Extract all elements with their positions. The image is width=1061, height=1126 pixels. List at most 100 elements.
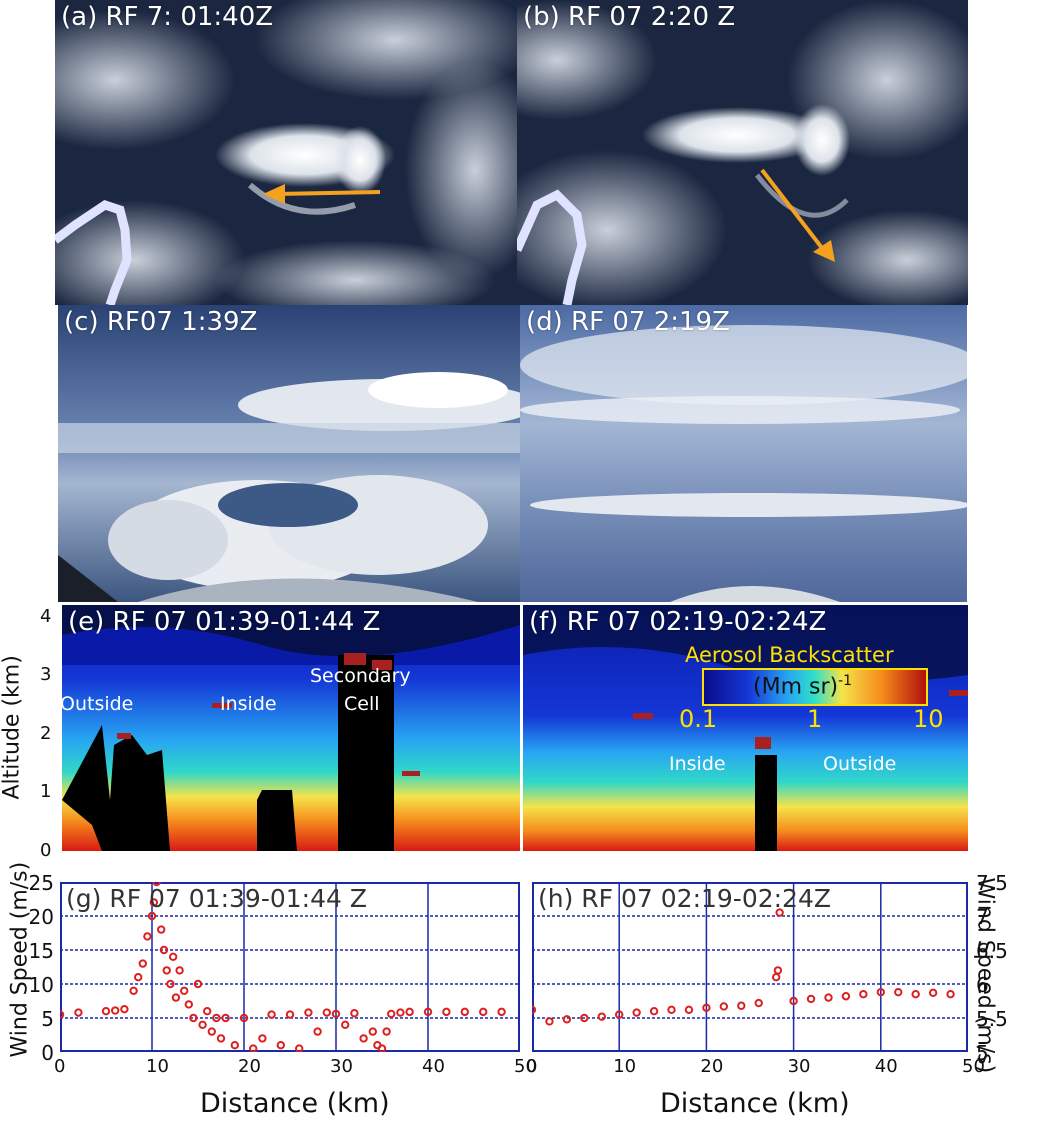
xtick-label: 40: [874, 1056, 898, 1077]
data-point: [193, 979, 203, 989]
data-point: [295, 1044, 304, 1052]
data-point: [667, 1005, 676, 1015]
data-point: [841, 992, 851, 1001]
xtick-label: 10: [146, 1056, 169, 1077]
arrow-icon: [813, 240, 835, 262]
ytick-label: 20: [28, 905, 54, 929]
xtick-label: 30: [330, 1056, 353, 1077]
panel-g-plot: [60, 882, 520, 1052]
heatmap-ytick: 1: [40, 781, 52, 803]
xtick-label: 20: [700, 1056, 724, 1077]
heatmap-ytick: 0: [40, 840, 52, 861]
panel-b-satellite-image: (b) RF 07 2:20 Z: [517, 0, 968, 305]
plot-frame: [60, 882, 520, 1052]
data-point: [341, 1020, 350, 1030]
data-point: [382, 1027, 391, 1036]
data-point: [460, 1007, 469, 1017]
panel-e-plot: [62, 605, 520, 851]
data-point: [180, 986, 189, 996]
data-point: [267, 1010, 276, 1019]
data-point: [111, 1006, 120, 1015]
panel-c-label: (c) RF07 1:39Z: [64, 307, 258, 337]
data-point: [806, 994, 816, 1004]
data-point: [876, 987, 885, 997]
data-point: [532, 1005, 537, 1015]
data-point: [754, 998, 763, 1008]
panel-d-photo: (d) RF 07 2:19Z: [520, 305, 967, 602]
panel-g-xlabel: Distance (km): [200, 1088, 390, 1119]
data-point: [162, 966, 171, 975]
colorbar: [702, 668, 928, 706]
colorbar-unit-text: (Mm sr): [753, 674, 839, 700]
data-point: [442, 1007, 451, 1017]
data-point: [322, 1008, 331, 1017]
data-point: [387, 1009, 396, 1019]
data-point: [203, 1007, 212, 1016]
panel-c-photo: (c) RF07 1:39Z: [58, 305, 520, 602]
ytick-label: 0: [41, 1041, 54, 1065]
data-point: [230, 1041, 240, 1050]
xtick-label: 50: [514, 1056, 537, 1077]
data-point: [258, 1034, 267, 1043]
panel-e-ylabel: Altitude (km): [0, 655, 25, 800]
data-point: [859, 990, 868, 999]
data-point: [894, 987, 903, 997]
arrow-icon: [263, 184, 285, 204]
panel-e-outside-label: Outside: [62, 693, 134, 715]
data-point: [911, 990, 920, 999]
data-point: [350, 1009, 359, 1018]
data-point: [775, 908, 784, 917]
data-point: [129, 986, 138, 996]
data-point: [147, 911, 157, 921]
colorbar-tick-0: 0.1: [679, 705, 718, 733]
data-point: [175, 966, 184, 975]
data-point: [396, 1008, 405, 1017]
plot-frame: [532, 882, 968, 1052]
data-point: [239, 1013, 249, 1023]
data-point: [359, 1034, 368, 1043]
data-point: [824, 993, 833, 1002]
xtick-label: 30: [787, 1056, 811, 1077]
data-point: [684, 1005, 694, 1015]
data-point: [149, 898, 159, 907]
xtick-label: 20: [238, 1056, 261, 1077]
panel-g-label: (g) RF 07 01:39-01:44 Z: [66, 884, 367, 913]
panel-h-label: (h) RF 07 02:19-02:24Z: [538, 884, 831, 913]
panel-e-label: (e) RF 07 01:39-01:44 Z: [68, 607, 381, 637]
panel-b-image: [517, 0, 968, 305]
panel-f-inside-label: Inside: [669, 753, 726, 775]
ytick-label: 15: [28, 939, 54, 963]
ytick-label: 5: [976, 1041, 989, 1065]
data-point: [331, 1009, 341, 1019]
xtick-label: 10: [613, 1056, 637, 1077]
ytick-label: 25: [28, 871, 54, 895]
panel-g-ylabel: Wind Speed (m/s): [7, 861, 33, 1058]
data-point: [207, 1027, 217, 1036]
panel-c-image: [58, 305, 520, 602]
ytick-label: 10: [28, 973, 54, 997]
ytick-label: 5: [41, 1007, 54, 1031]
heatmap-ytick: 2: [40, 722, 52, 744]
data-point: [212, 1013, 221, 1023]
panel-h-xlabel: Distance (km): [660, 1088, 850, 1119]
colorbar-unit: (Mm sr)-1: [753, 673, 852, 699]
data-point: [74, 1008, 83, 1017]
xtick-label: 40: [422, 1056, 445, 1077]
panel-f-outside-label: Outside: [823, 753, 897, 775]
colorbar-title: Aerosol Backscatter: [685, 643, 894, 667]
data-point: [152, 882, 161, 887]
data-point: [615, 1010, 624, 1019]
data-point: [166, 979, 175, 989]
data-point: [285, 1010, 295, 1019]
colorbar-tick-2: 10: [913, 705, 944, 733]
data-point: [649, 1007, 659, 1016]
ytick-label: 6.5: [976, 939, 1008, 963]
data-point: [157, 925, 166, 934]
data-point: [60, 1010, 65, 1019]
data-point: [497, 1007, 506, 1017]
colorbar-unit-exp: -1: [838, 673, 853, 689]
panel-h-ylabel: Wind Speed (m/s): [972, 877, 998, 1074]
panel-a-label: (a) RF 7: 01:40Z: [61, 2, 274, 32]
colorbar-tick-1: 1: [807, 705, 823, 733]
data-point: [368, 1027, 377, 1036]
